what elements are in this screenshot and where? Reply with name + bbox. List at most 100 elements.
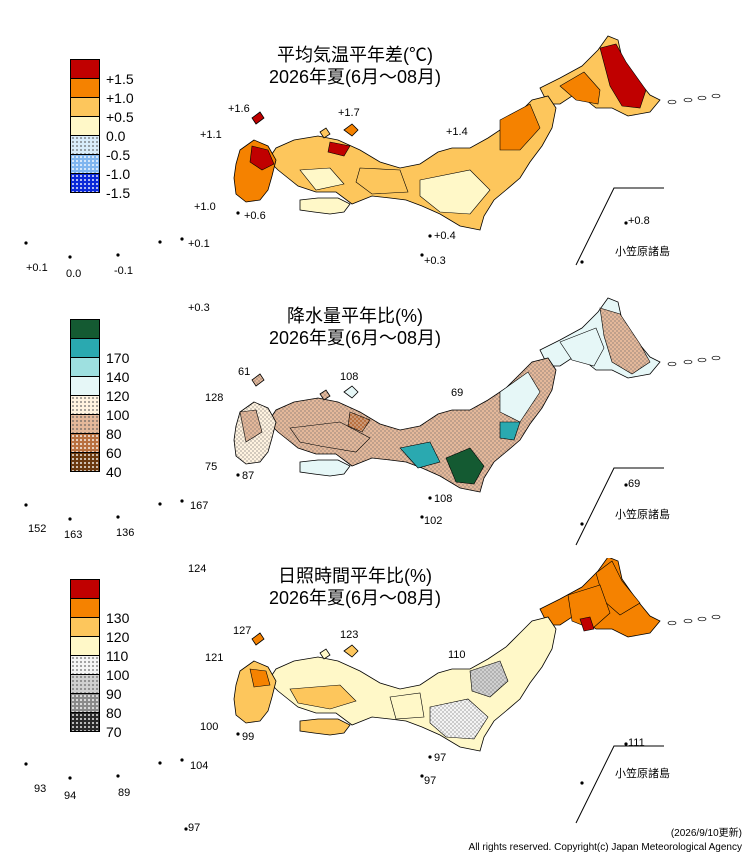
sunshine-map <box>24 558 721 831</box>
station-value: 87 <box>242 470 255 482</box>
island-dot <box>624 742 628 746</box>
station-value: 102 <box>424 515 443 527</box>
station-value: +1.6 <box>228 103 250 115</box>
legend-swatch <box>70 655 100 675</box>
anomaly-area <box>299 167 345 191</box>
shikoku-region <box>299 459 351 477</box>
legend-swatch <box>70 173 100 193</box>
island-dot <box>116 253 120 257</box>
anomaly-area <box>289 421 371 453</box>
title-line-1: 降水量平年比(%) <box>287 306 423 326</box>
anomaly-area <box>239 409 263 443</box>
legend-swatch <box>70 319 100 339</box>
station-value: 93 <box>34 783 47 795</box>
island-dot <box>236 473 240 477</box>
legend-swatch <box>70 636 100 656</box>
anomaly-area <box>249 145 275 171</box>
copyright-notice: All rights reserved. Copyright(c) Japan … <box>468 842 742 853</box>
sado-region <box>343 123 359 137</box>
island-dot <box>580 260 584 264</box>
legend-swatch <box>70 395 100 415</box>
legend-label: +1.0 <box>106 90 134 106</box>
island-dot <box>420 774 424 778</box>
island-dot <box>24 241 28 245</box>
island-dot <box>68 776 72 780</box>
island-dot <box>24 762 28 766</box>
temperature-legend: +1.5 +1.0 +0.5 0.0 -0.5 -1.0 -1.5 <box>70 59 134 200</box>
anomaly-area <box>599 43 647 109</box>
island-dot <box>236 732 240 736</box>
tsushima-region <box>251 632 265 646</box>
island-dot <box>624 221 628 225</box>
station-value: 61 <box>238 366 251 378</box>
island-dot <box>116 515 120 519</box>
legend-swatch <box>70 59 100 79</box>
station-value: 124 <box>188 563 207 575</box>
legend-label: 0.0 <box>106 128 126 144</box>
sado-region <box>343 385 359 399</box>
islet <box>711 355 721 361</box>
legend-swatch <box>70 414 100 434</box>
legend-swatch <box>70 452 100 472</box>
station-value: 94 <box>64 790 77 802</box>
station-value: 108 <box>340 371 359 383</box>
sunshine-title: 日照時間平年比(%) 2026年夏(6月～08月) <box>200 565 510 609</box>
ogasawara-inset-frame <box>575 745 664 824</box>
islet <box>683 359 693 365</box>
anomaly-area <box>499 421 521 441</box>
station-value: +1.1 <box>200 129 222 141</box>
station-value: +0.1 <box>26 262 48 274</box>
anomaly-area <box>599 307 651 375</box>
temperature-panel: 平均気温平年差(℃) 2026年夏(6月～08月) 小笠原諸島 +1.6 +1.7 +1.… <box>0 0 750 314</box>
island-dot <box>68 517 72 521</box>
island-dot <box>420 253 424 257</box>
island-dot <box>158 502 162 506</box>
title-line-1: 日照時間平年比(%) <box>278 566 432 586</box>
title-line-2: 2026年夏(6月～08月) <box>268 588 442 608</box>
island-dot <box>236 211 240 215</box>
legend-label: 110 <box>106 648 129 664</box>
station-value: +1.0 <box>194 201 216 213</box>
island-dot <box>68 255 72 259</box>
station-value: 111 <box>628 737 645 749</box>
station-value: 167 <box>190 500 209 512</box>
island-dot <box>624 483 628 487</box>
anomaly-area <box>567 584 611 630</box>
station-value: 97 <box>188 822 201 834</box>
legend-swatch <box>70 376 100 396</box>
anomaly-area <box>579 616 595 632</box>
oki-region <box>319 648 331 660</box>
islet <box>667 620 677 626</box>
temperature-title: 平均気温平年差(℃) 2026年夏(6月～08月) <box>200 44 510 88</box>
precipitation-title: 降水量平年比(%) 2026年夏(6月～08月) <box>200 305 510 349</box>
legend-label: 140 <box>106 369 130 385</box>
oki-region <box>319 127 331 139</box>
island-dot <box>428 234 432 238</box>
legend-label: -1.0 <box>106 166 131 182</box>
legend-swatch <box>70 693 100 713</box>
legend-swatch <box>70 674 100 694</box>
station-value: 69 <box>628 478 641 490</box>
islet <box>697 95 707 101</box>
anomaly-area <box>289 684 357 710</box>
legend-swatch <box>70 154 100 174</box>
sunshine-panel: 日照時間平年比(%) 2026年夏(6月～08月) 小笠原諸島 127 123 121 11… <box>0 558 750 838</box>
ogasawara-inset-frame <box>575 187 664 266</box>
anomaly-area <box>355 167 409 195</box>
station-value: +0.6 <box>244 210 266 222</box>
legend-label: 80 <box>106 705 122 721</box>
island-dot <box>184 827 188 831</box>
legend-label: 130 <box>106 610 130 626</box>
legend-swatch <box>70 433 100 453</box>
island-dot <box>180 758 184 762</box>
anomaly-area <box>499 371 541 423</box>
station-value: +0.4 <box>434 230 456 242</box>
tsushima-region <box>251 111 265 125</box>
legend-label: -0.5 <box>106 147 131 163</box>
station-value: 163 <box>64 529 83 541</box>
sado-region <box>343 644 359 658</box>
legend-swatch <box>70 598 100 618</box>
station-value: +1.7 <box>338 107 360 119</box>
station-value: 127 <box>233 625 252 637</box>
legend-swatch <box>70 579 100 599</box>
